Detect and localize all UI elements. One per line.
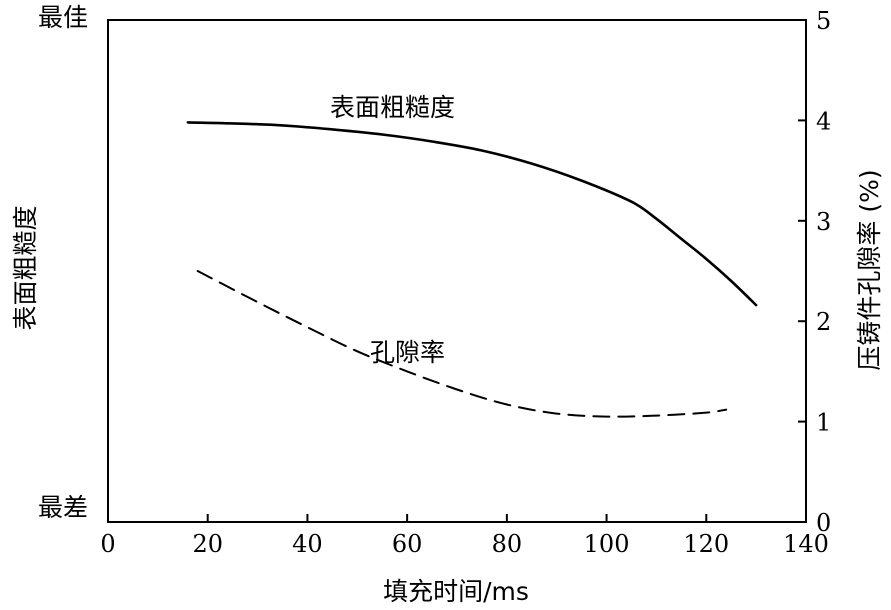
- series-label-roughness: 表面粗糙度: [330, 93, 455, 122]
- series-line-roughness: [186, 121, 758, 307]
- x-tick-label: 0: [100, 530, 115, 558]
- series-line-porosity: [196, 270, 728, 418]
- x-tick-label: 100: [584, 530, 630, 558]
- right-tick-label: 4: [816, 107, 831, 135]
- right-tick-label: 3: [816, 208, 831, 236]
- left-axis-top-label: 最佳: [38, 3, 88, 32]
- plot-frame: [107, 19, 807, 523]
- x-axis-ticks: 0 20 40 60 80 100 120 140: [100, 514, 829, 558]
- x-tick-label: 140: [783, 530, 829, 558]
- x-tick-label: 20: [192, 530, 223, 558]
- x-tick-label: 60: [392, 530, 423, 558]
- series-label-porosity: 孔隙率: [370, 338, 445, 367]
- series-lines: [186, 121, 758, 418]
- right-tick-label: 5: [816, 7, 831, 35]
- x-axis-title: 填充时间/ms: [383, 577, 529, 606]
- right-axis-ticks: 0 1 2 3 4 5: [798, 7, 831, 537]
- right-axis-title: 压铸件孔隙率 (%): [855, 169, 884, 370]
- left-axis-title: 表面粗糙度: [11, 205, 40, 330]
- right-tick-label: 0: [816, 509, 831, 537]
- x-tick-label: 80: [492, 530, 523, 558]
- plot-border: [107, 19, 807, 523]
- right-tick-label: 2: [816, 308, 831, 336]
- right-tick-label: 1: [816, 409, 831, 437]
- x-tick-label: 120: [683, 530, 729, 558]
- x-tick-label: 40: [292, 530, 323, 558]
- left-axis-bottom-label: 最差: [38, 493, 88, 522]
